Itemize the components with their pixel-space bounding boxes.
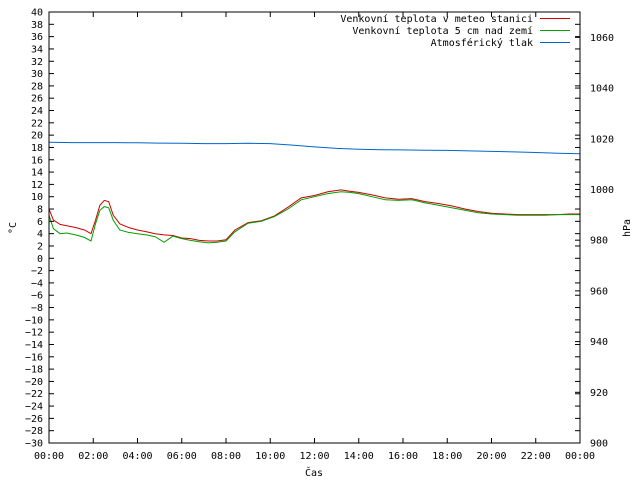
x-tick-label: 00:00 [565,451,595,462]
x-axis: 00:00 02:00 04:00 06:00 08:00 10:00 12:00 14:00… [34,12,595,462]
x-tick-label: 08:00 [211,451,241,462]
y-left-tick-label: −30 [25,439,43,450]
legend-label: Venkovní teplota v meteo stanici [340,13,533,25]
legend-label: Atmosférický tlak [431,37,533,49]
y-left-tick-label: 18 [31,143,43,154]
x-tick-label: 18:00 [432,451,462,462]
x-tick-label: 10:00 [255,451,285,462]
y-left-tick-label: 22 [31,118,43,129]
x-tick-label: 02:00 [78,451,108,462]
y-left-tick-label: 6 [37,217,43,228]
y-left-tick-label: −2 [31,266,43,277]
y-left-tick-label: −20 [25,377,43,388]
y-left-tick-label: −24 [25,402,43,413]
y-right-tick-label: 980 [590,236,608,247]
series-line-1 [48,189,580,242]
y-left-tick-label: 28 [31,81,43,92]
legend-label: Venkovní teplota 5 cm nad zemí [352,25,533,37]
x-tick-label: 06:00 [167,451,197,462]
y-left-tick-label: −22 [25,389,43,400]
y-left-tick-label: −28 [25,426,43,437]
left-axis: 4038363432302826242220181614121086420−2−… [25,8,580,450]
x-tick-label: 16:00 [388,451,418,462]
y-left-tick-label: 36 [31,32,43,43]
y-left-tick-label: −16 [25,352,43,363]
y-left-tick-label: 40 [31,8,43,19]
series-line-2 [48,191,580,244]
y-left-tick-label: 2 [37,241,43,252]
legend: Venkovní teplota v meteo staniciVenkovní… [340,13,570,49]
series-layer [48,141,581,244]
y-left-tick-label: 12 [31,180,43,191]
y-left-tick-label: 0 [37,254,43,265]
y-right-tick-label: 920 [590,388,608,399]
x-tick-label: 20:00 [476,451,506,462]
y-left-tick-label: 32 [31,57,43,68]
y-left-tick-label: −18 [25,365,43,376]
y-left-tick-label: −4 [31,278,43,289]
x-tick-label: 14:00 [344,451,374,462]
y-right-tick-label: 960 [590,286,608,297]
y-left-tick-label: −26 [25,414,43,425]
y-left-tick-label: 16 [31,155,43,166]
x-axis-title: Čas [305,466,323,479]
series-line-3 [48,141,581,155]
y-right-tick-label: 1060 [590,33,614,44]
y-right-tick-label: 1040 [590,84,614,95]
y-left-tick-label: 20 [31,131,43,142]
x-tick-label: 12:00 [299,451,329,462]
y-right-tick-label: 900 [590,439,608,450]
y-left-tick-label: 14 [31,168,43,179]
x-tick-label: 04:00 [122,451,152,462]
y-left-tick-label: 24 [31,106,43,117]
y-right-tick-label: 940 [590,337,608,348]
y-left-tick-label: 34 [31,44,43,55]
x-tick-label: 22:00 [521,451,551,462]
right-axis-title: hPa [622,219,633,237]
y-right-tick-label: 1020 [590,134,614,145]
y-left-tick-label: 26 [31,94,43,105]
y-left-tick-label: 10 [31,192,43,203]
y-right-tick-label: 1000 [590,185,614,196]
y-left-tick-label: −12 [25,328,43,339]
y-left-tick-label: −6 [31,291,43,302]
y-left-tick-label: 38 [31,20,43,31]
y-left-tick-label: 8 [37,205,43,216]
left-axis-title: °C [8,222,19,234]
y-left-tick-label: −10 [25,315,43,326]
x-tick-label: 00:00 [34,451,64,462]
y-left-tick-label: −14 [25,340,43,351]
y-left-tick-label: 4 [37,229,43,240]
right-axis: 1060 1040 1020 1000 980 960 940 920 900 [575,33,614,450]
y-left-tick-label: −8 [31,303,43,314]
y-left-tick-label: 30 [31,69,43,80]
